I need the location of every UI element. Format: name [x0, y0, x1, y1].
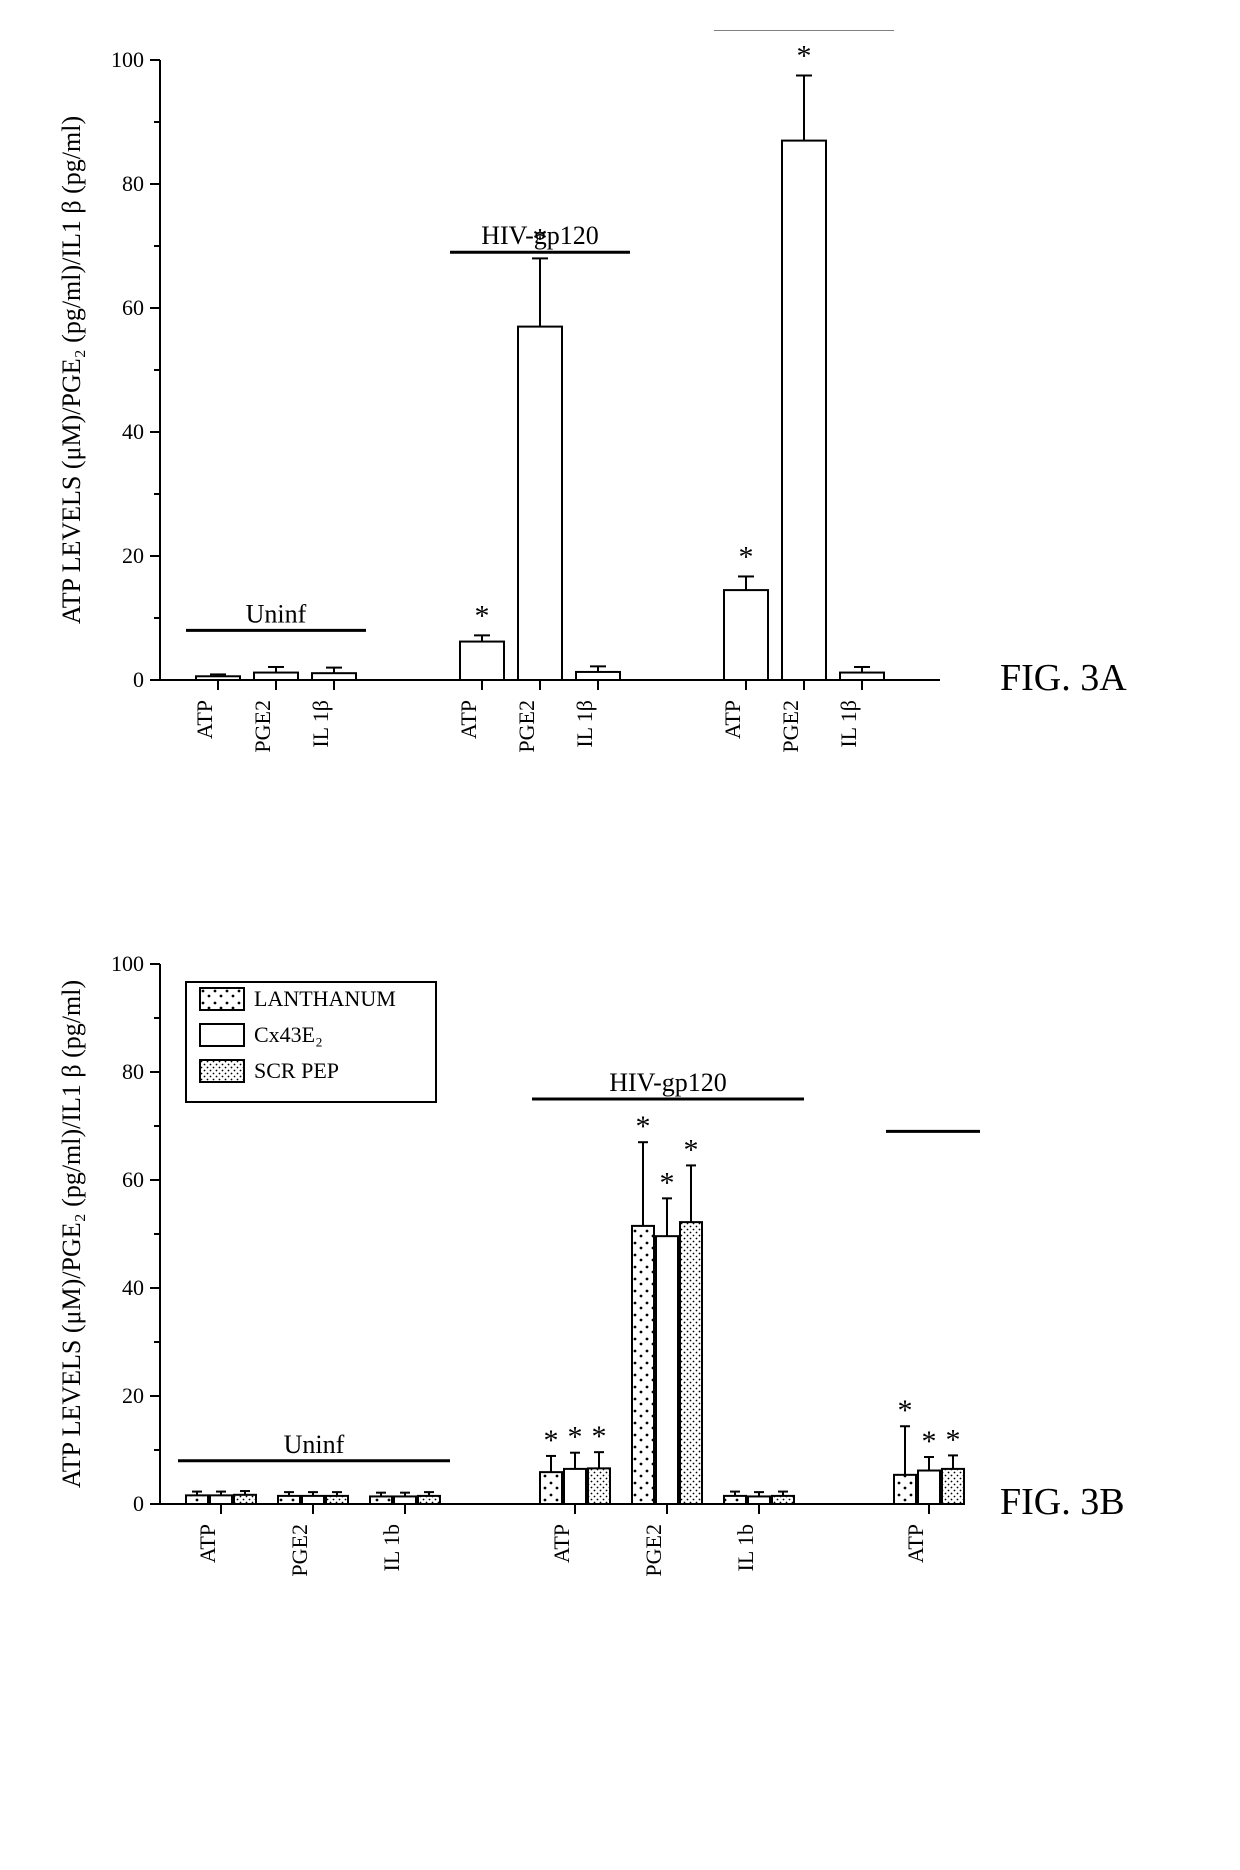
svg-text:0: 0 [133, 1491, 144, 1516]
svg-text:ATP: ATP [549, 1524, 574, 1563]
svg-text:ATP: ATP [720, 700, 745, 739]
svg-text:IL 1β: IL 1β [308, 700, 333, 748]
svg-text:LANTHANUM: LANTHANUM [254, 986, 396, 1011]
svg-text:40: 40 [122, 1275, 144, 1300]
svg-text:20: 20 [122, 1383, 144, 1408]
svg-text:100: 100 [111, 47, 144, 72]
svg-text:IL 1b: IL 1b [379, 1524, 404, 1571]
svg-text:60: 60 [122, 295, 144, 320]
svg-text:*: * [636, 1110, 651, 1143]
svg-text:ATP LEVELS (μM)/PGE₂ (pg/ml)/I: ATP LEVELS (μM)/PGE₂ (pg/ml)/IL1 β (pg/m… [57, 980, 86, 1488]
svg-text:Uninf: Uninf [246, 599, 307, 628]
svg-text:*: * [544, 1424, 559, 1457]
svg-text:*: * [592, 1420, 607, 1453]
figure-3a-row: 0 20 40 60 80 100 ATP LEVELS (μM)/PGE₂ (pg/ml)… [20, 30, 1220, 820]
svg-text:100: 100 [111, 951, 144, 976]
svg-text:ATP LEVELS (μM)/PGE₂ (pg/ml)/I: ATP LEVELS (μM)/PGE₂ (pg/ml)/IL1 β (pg/m… [57, 116, 86, 624]
svg-text:ATP: ATP [192, 700, 217, 739]
svg-text:Cx43E₂: Cx43E₂ [254, 1022, 323, 1047]
svg-3a: 0 20 40 60 80 100 ATP LEVELS (μM)/PGE₂ (pg/ml)… [20, 30, 980, 820]
svg-text:HIV-gp120: HIV-gp120 [609, 1068, 726, 1097]
svg-text:Uninf: Uninf [284, 1430, 345, 1459]
svg-text:*: * [684, 1133, 699, 1166]
svg-text:*: * [946, 1423, 961, 1456]
svg-text:*: * [568, 1421, 583, 1454]
svg-text:*: * [475, 599, 490, 632]
figure-3b-row: 0 20 40 60 80 100 ATP LEVELS (μM)/PGE₂ (pg/ml)… [20, 940, 1220, 1644]
svg-text:ATP: ATP [903, 1524, 928, 1563]
svg-3b: 0 20 40 60 80 100 ATP LEVELS (μM)/PGE₂ (pg/ml)… [20, 940, 980, 1644]
svg-text:PGE2: PGE2 [287, 1524, 312, 1577]
svg-text:PGE2: PGE2 [641, 1524, 666, 1577]
svg-text:IL 1β: IL 1β [836, 700, 861, 748]
svg-text:HIV-gp120: HIV-gp120 [481, 221, 598, 250]
svg-text:*: * [739, 540, 754, 573]
svg-text:IL 1b: IL 1b [733, 1524, 758, 1571]
fig-3a-label: FIG. 3A [1000, 656, 1127, 700]
svg-text:80: 80 [122, 1059, 144, 1084]
svg-text:20: 20 [122, 543, 144, 568]
svg-text:*: * [898, 1394, 913, 1427]
chart-3b: 0 20 40 60 80 100 ATP LEVELS (μM)/PGE₂ (pg/ml)… [20, 940, 980, 1644]
svg-text:ATP: ATP [456, 700, 481, 739]
fig-3b-label: FIG. 3B [1000, 1480, 1125, 1524]
svg-text:PGE2: PGE2 [514, 700, 539, 753]
svg-text:PGE2: PGE2 [778, 700, 803, 753]
svg-text:*: * [660, 1166, 675, 1199]
svg-text:40: 40 [122, 419, 144, 444]
svg-text:60: 60 [122, 1167, 144, 1192]
svg-text:0: 0 [133, 667, 144, 692]
svg-text:ATP: ATP [195, 1524, 220, 1563]
svg-text:SCR PEP: SCR PEP [254, 1058, 339, 1083]
svg-text:PGE2: PGE2 [250, 700, 275, 753]
svg-text:IL 1β: IL 1β [572, 700, 597, 748]
svg-text:*: * [797, 40, 812, 73]
svg-text:*: * [922, 1425, 937, 1458]
svg-text:80: 80 [122, 171, 144, 196]
chart-3a: 0 20 40 60 80 100 ATP LEVELS (μM)/PGE₂ (pg/ml)… [20, 30, 980, 820]
